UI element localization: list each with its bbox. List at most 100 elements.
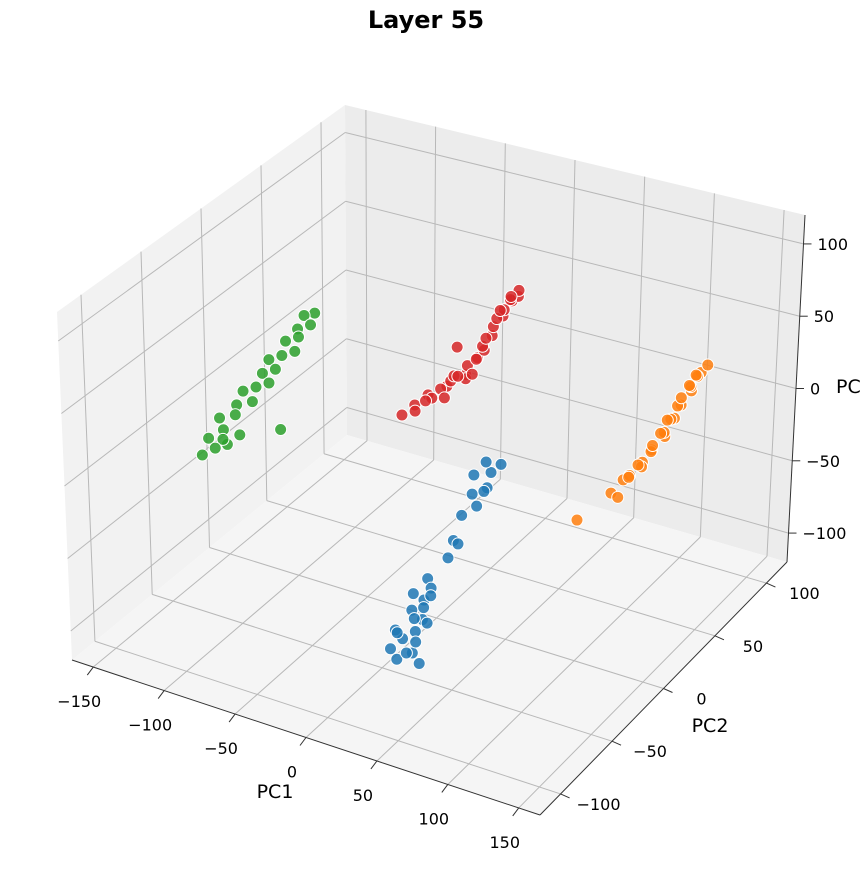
data-point-series-0 (406, 587, 420, 601)
data-point-series-0 (424, 589, 438, 603)
data-point-series-2 (297, 308, 311, 322)
data-point-series-2 (195, 448, 209, 462)
y-tick-label: −100 (577, 795, 621, 814)
data-point-series-0 (412, 656, 426, 670)
x-tick (157, 690, 165, 699)
data-point-series-3 (504, 290, 518, 304)
x-tick (299, 737, 307, 746)
x-tick (370, 760, 378, 770)
y-tick (714, 635, 725, 641)
left-pane (57, 105, 347, 660)
gridline-z (345, 132, 804, 245)
data-point-series-2 (202, 431, 216, 445)
z-tick-label: −50 (806, 452, 840, 471)
data-point-series-2 (304, 318, 318, 332)
y-axis-label: PC2 (692, 715, 729, 737)
data-point-series-2 (279, 334, 293, 348)
data-point-series-3 (395, 408, 409, 422)
data-point-series-2 (233, 428, 247, 442)
gridline-z (64, 269, 347, 487)
data-point-series-0 (420, 616, 434, 630)
x-tick-label: −50 (204, 739, 238, 758)
data-point-series-1 (682, 379, 696, 393)
z-tick-label: 50 (814, 307, 834, 326)
y-tick (611, 740, 622, 746)
data-point-series-2 (255, 366, 269, 380)
data-point-series-2 (213, 411, 227, 425)
data-point-series-0 (409, 635, 423, 649)
data-point-series-3 (465, 367, 479, 381)
data-point-series-1 (654, 426, 668, 440)
data-point-series-0 (470, 499, 484, 513)
data-point-series-2 (274, 422, 288, 436)
data-point-series-1 (660, 413, 674, 427)
data-point-series-2 (208, 441, 222, 455)
gridline-z (346, 338, 793, 462)
data-point-series-0 (451, 537, 465, 551)
data-point-series-0 (484, 465, 498, 479)
data-point-series-0 (390, 652, 404, 666)
data-point-series-1 (674, 391, 688, 405)
data-point-series-3 (450, 340, 464, 354)
data-point-series-0 (494, 457, 508, 471)
gridline-z (61, 200, 346, 414)
x-tick-label: 100 (419, 809, 450, 828)
gridline-z (67, 338, 347, 559)
y-tick (560, 793, 570, 799)
data-point-series-0 (417, 601, 431, 615)
data-point-series-0 (407, 612, 421, 626)
data-point-series-2 (245, 395, 259, 409)
y-tick (663, 688, 673, 693)
x-tick (512, 807, 520, 817)
y-tick-label: 0 (696, 690, 706, 709)
gridline-y (209, 547, 664, 689)
gridline-z (57, 132, 346, 342)
data-point-series-2 (262, 353, 276, 367)
data-point-series-2 (291, 330, 305, 344)
data-point-series-0 (467, 468, 481, 482)
data-point-series-3 (408, 404, 422, 418)
gridline-y (323, 453, 767, 584)
z-tick-label: 100 (818, 235, 849, 254)
gridline-y (152, 593, 613, 742)
x-axis-label: PC1 (257, 781, 294, 803)
gridline-y (94, 640, 561, 795)
data-point-series-3 (437, 391, 451, 405)
data-point-series-2 (262, 376, 276, 390)
gridline-z (345, 269, 797, 389)
data-point-series-1 (570, 513, 584, 527)
back-pane (345, 105, 805, 562)
gridline-z (70, 407, 348, 632)
data-point-series-0 (477, 484, 491, 498)
y-tick-label: −50 (633, 742, 667, 761)
data-point-series-3 (451, 369, 465, 383)
data-point-series-0 (384, 642, 398, 656)
x-tick (228, 713, 236, 723)
data-point-series-1 (646, 438, 660, 452)
data-point-series-3 (469, 352, 483, 366)
data-point-series-2 (236, 384, 250, 398)
data-point-series-1 (622, 470, 636, 484)
gridline-z (345, 200, 800, 317)
data-point-series-1 (611, 490, 625, 504)
gridline-y (266, 500, 716, 637)
z-axis-label: PC3 (836, 376, 860, 398)
data-point-series-3 (493, 303, 507, 317)
data-point-series-2 (268, 362, 282, 376)
data-point-series-2 (275, 349, 289, 363)
y-tick-label: 100 (789, 584, 820, 603)
y-tick-label: 50 (743, 637, 763, 656)
data-point-series-2 (308, 306, 322, 320)
y-tick (766, 582, 776, 588)
data-point-series-2 (228, 408, 242, 422)
data-point-series-2 (288, 344, 302, 358)
data-point-series-0 (465, 487, 479, 501)
data-point-series-0 (399, 646, 413, 660)
data-point-series-3 (419, 394, 433, 408)
data-point-series-0 (441, 551, 455, 565)
z-tick-label: −100 (803, 524, 847, 543)
z-tick-label: 0 (810, 380, 820, 399)
data-point-series-1 (631, 458, 645, 472)
gridline-z (346, 407, 789, 534)
